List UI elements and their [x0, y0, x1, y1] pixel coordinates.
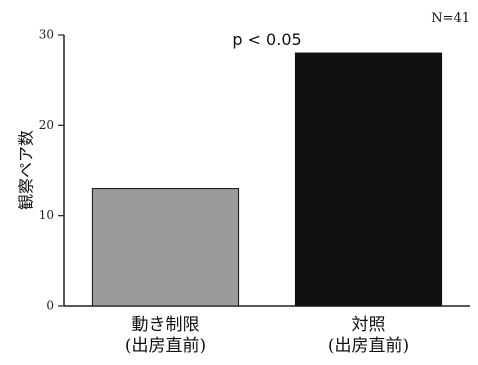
category-label: (出房直前) — [125, 336, 206, 356]
y-tick-label: 30 — [39, 28, 54, 42]
bar-1 — [294, 52, 443, 307]
bar-0 — [91, 188, 240, 307]
y-tick-label: 20 — [39, 118, 54, 132]
y-tick-label: 0 — [46, 299, 54, 313]
category-label: 対照 — [352, 315, 386, 335]
category-label: (出房直前) — [328, 336, 409, 356]
category-labels: 動き制限(出房直前)対照(出房直前) — [125, 315, 409, 356]
significance-annotation: p < 0.05 — [232, 30, 301, 49]
y-tick-label: 10 — [39, 208, 54, 222]
sample-size-label: N=41 — [431, 11, 470, 26]
y-axis-label: 観察ペア数 — [17, 130, 36, 210]
category-label: 動き制限 — [132, 315, 200, 335]
bars — [91, 52, 443, 307]
y-ticks: 0 10 20 30 — [39, 28, 64, 313]
